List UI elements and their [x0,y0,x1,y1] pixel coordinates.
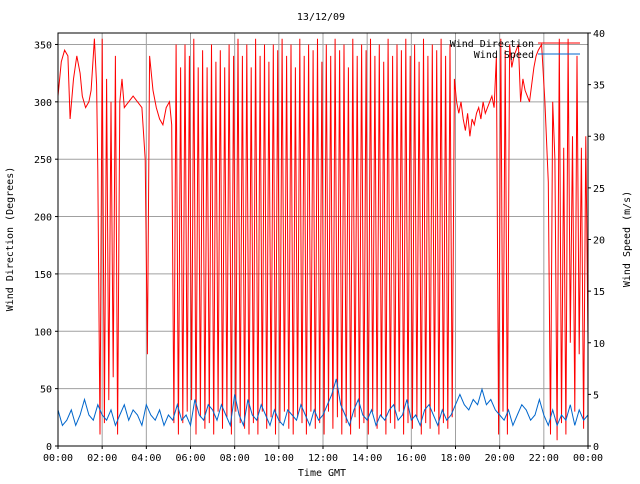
x-tick-label: 06:00 [175,453,205,464]
y-tick-label-right: 30 [593,132,605,143]
y-tick-label-left: 150 [34,270,52,281]
y-tick-label-left: 300 [34,98,52,109]
x-tick-label: 20:00 [485,453,515,464]
y-tick-label-right: 10 [593,339,605,350]
series-layer [57,38,589,441]
chart-title: 13/12/09 [297,12,345,23]
y-tick-label-right: 35 [593,81,605,92]
y-axis-label-right: Wind Speed (m/s) [622,191,633,287]
x-tick-label: 04:00 [131,453,161,464]
y-tick-label-right: 25 [593,184,605,195]
x-tick-label: 02:00 [87,453,117,464]
x-tick-label: 10:00 [264,453,294,464]
y-tick-label-left: 200 [34,213,52,224]
tick-layer: 0 50 100 150 200 250 300 350 0 5 10 15 20 25 30 35 40 00:… [34,29,605,464]
legend: Wind Direction Wind Speed [450,39,580,61]
x-tick-label: 18:00 [440,453,470,464]
x-tick-label: 22:00 [529,453,559,464]
x-axis-label: Time GMT [298,468,346,479]
legend-label-wind-direction: Wind Direction [450,39,534,50]
x-tick-label: 14:00 [352,453,382,464]
y-tick-label-left: 50 [40,385,52,396]
y-tick-label-right: 20 [593,236,605,247]
series-line-wind-direction [57,38,589,441]
y-tick-label-right: 5 [593,390,599,401]
y-tick-label-right: 0 [593,442,599,453]
y-tick-label-right: 40 [593,29,605,40]
y-tick-label-left: 350 [34,40,52,51]
legend-label-wind-speed: Wind Speed [474,50,534,61]
x-tick-label: 00:00 [43,453,73,464]
x-tick-label: 08:00 [220,453,250,464]
y-tick-label-left: 250 [34,155,52,166]
y-tick-label-left: 0 [46,442,52,453]
y-axis-label-left: Wind Direction (Degrees) [5,167,16,312]
x-tick-label: 00:00 [573,453,603,464]
y-tick-label-right: 15 [593,287,605,298]
x-tick-label: 12:00 [308,453,338,464]
y-tick-label-left: 100 [34,327,52,338]
series-line-wind-speed [57,378,589,428]
x-tick-label: 16:00 [396,453,426,464]
